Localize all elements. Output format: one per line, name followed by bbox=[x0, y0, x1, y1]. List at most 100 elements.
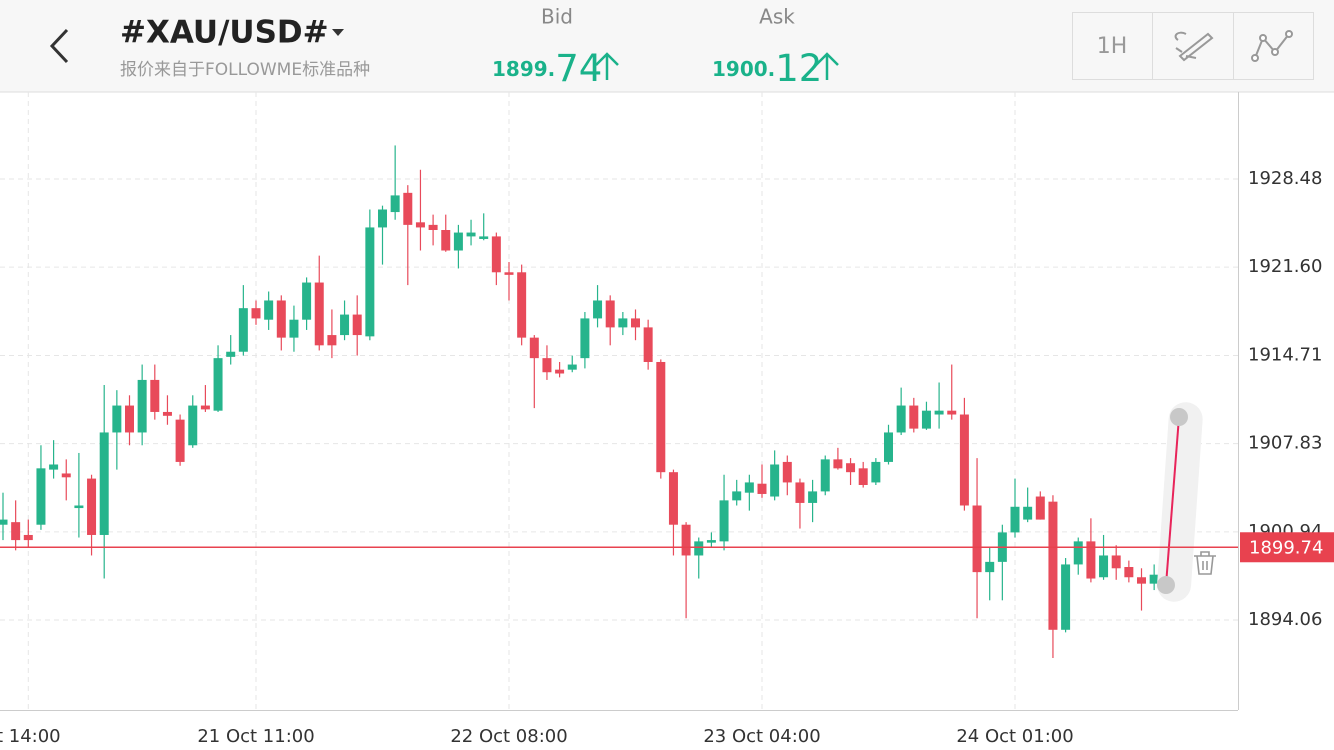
indicator-button[interactable] bbox=[1254, 33, 1290, 59]
last-price-label: 1899.74 bbox=[1249, 537, 1323, 558]
candle-body bbox=[137, 379, 147, 433]
candle-body bbox=[188, 405, 198, 446]
ask-up-arrow bbox=[815, 52, 839, 80]
candle-body bbox=[656, 361, 666, 473]
candle-body bbox=[162, 411, 172, 416]
x-tick-label: t 14:00 bbox=[0, 726, 61, 747]
candle-body bbox=[226, 351, 236, 357]
y-tick-label: 1921.60 bbox=[1248, 256, 1322, 277]
candle-body bbox=[542, 358, 552, 373]
candle-body bbox=[896, 405, 906, 433]
candle-body bbox=[681, 524, 691, 556]
candle-body bbox=[871, 461, 881, 483]
trendline-handle[interactable] bbox=[1157, 576, 1175, 594]
candle-body bbox=[23, 534, 33, 541]
candle-body bbox=[770, 464, 780, 497]
timeframe-button[interactable]: 1H bbox=[1097, 34, 1128, 59]
subtitle: 报价来自于FOLLOWME标准品种 bbox=[120, 60, 370, 80]
candle-body bbox=[858, 468, 868, 485]
candle-body bbox=[491, 236, 501, 273]
candle-body bbox=[0, 519, 8, 525]
candle-body bbox=[631, 318, 640, 328]
candle-body bbox=[517, 272, 527, 338]
symbol-dropdown[interactable] bbox=[332, 29, 344, 36]
delete-button[interactable] bbox=[1194, 551, 1216, 575]
candle-body bbox=[1099, 555, 1109, 578]
candle-body bbox=[314, 282, 324, 346]
candle-body bbox=[744, 482, 754, 493]
ask-main: 1900. bbox=[712, 57, 775, 81]
candle-body bbox=[1023, 506, 1033, 520]
indicator-dot[interactable] bbox=[1259, 34, 1267, 42]
candle-body bbox=[11, 522, 21, 541]
last-price-box bbox=[1240, 532, 1334, 563]
candle-body bbox=[947, 410, 957, 415]
candle-body bbox=[327, 335, 337, 346]
candle-body bbox=[36, 468, 46, 525]
candle-body bbox=[1137, 577, 1146, 584]
candle-body bbox=[529, 337, 539, 359]
candle-body bbox=[200, 405, 210, 410]
candle-body bbox=[808, 491, 818, 503]
y-tick-label: 1907.83 bbox=[1248, 433, 1322, 454]
y-tick-label: 1914.71 bbox=[1248, 344, 1322, 365]
symbol-title[interactable]: #XAU/USD# bbox=[120, 15, 329, 51]
candle-body bbox=[1124, 567, 1134, 578]
candle-body bbox=[972, 505, 982, 573]
candle-body bbox=[985, 561, 995, 573]
candle-body bbox=[365, 227, 375, 337]
back-button[interactable] bbox=[49, 28, 69, 64]
candle-body bbox=[959, 414, 969, 506]
candle-body bbox=[782, 461, 792, 483]
candle-body bbox=[820, 459, 830, 492]
candle-body bbox=[605, 300, 615, 328]
y-tick-label: 1928.48 bbox=[1248, 168, 1322, 189]
candle-body bbox=[441, 230, 451, 251]
candle-body bbox=[846, 463, 856, 473]
trendline-handle-bg bbox=[1157, 402, 1203, 602]
candle-body bbox=[1073, 541, 1083, 565]
candle-body bbox=[884, 432, 893, 462]
draw-tool-button[interactable] bbox=[1174, 31, 1214, 62]
trendline-handle[interactable] bbox=[1170, 408, 1188, 426]
candle-body bbox=[238, 308, 248, 352]
candle-body bbox=[567, 364, 577, 370]
indicator-dot[interactable] bbox=[1251, 54, 1259, 62]
indicator-button-dots[interactable] bbox=[1251, 30, 1293, 62]
candle-body bbox=[87, 478, 97, 535]
candle-body bbox=[352, 314, 362, 336]
candle-body bbox=[1035, 496, 1045, 520]
candle-body bbox=[694, 541, 704, 556]
candle-body bbox=[1010, 506, 1020, 533]
candle-body bbox=[618, 318, 628, 328]
candle-body bbox=[555, 369, 565, 374]
candle-body bbox=[833, 459, 843, 469]
candle-body bbox=[415, 222, 425, 228]
candle-body bbox=[125, 405, 134, 433]
candle-body bbox=[1149, 574, 1159, 584]
candle-body bbox=[909, 405, 919, 429]
candle-body bbox=[251, 308, 261, 319]
candle-body bbox=[302, 282, 312, 320]
candle-body bbox=[378, 209, 387, 228]
candle-body bbox=[593, 300, 603, 319]
candle-body bbox=[719, 500, 729, 542]
y-tick-label: 1894.06 bbox=[1248, 609, 1322, 630]
candle-body bbox=[74, 505, 84, 509]
plot-area: 1928.481921.601914.711907.831900.941894.… bbox=[0, 92, 1322, 747]
trendline[interactable] bbox=[1165, 416, 1180, 586]
candle-body bbox=[99, 432, 109, 535]
x-tick-label: 24 Oct 01:00 bbox=[956, 726, 1073, 747]
candle-body bbox=[1111, 555, 1121, 569]
candle-body bbox=[276, 300, 286, 338]
indicator-dot[interactable] bbox=[1285, 30, 1293, 38]
candle-body bbox=[643, 327, 653, 362]
candle-body bbox=[1086, 541, 1096, 579]
candle-body bbox=[150, 379, 160, 412]
indicator-dot[interactable] bbox=[1271, 48, 1279, 56]
x-tick-label: 21 Oct 11:00 bbox=[197, 726, 314, 747]
candle-body bbox=[390, 195, 400, 213]
candle-body bbox=[668, 472, 678, 525]
candle-body bbox=[61, 473, 71, 478]
